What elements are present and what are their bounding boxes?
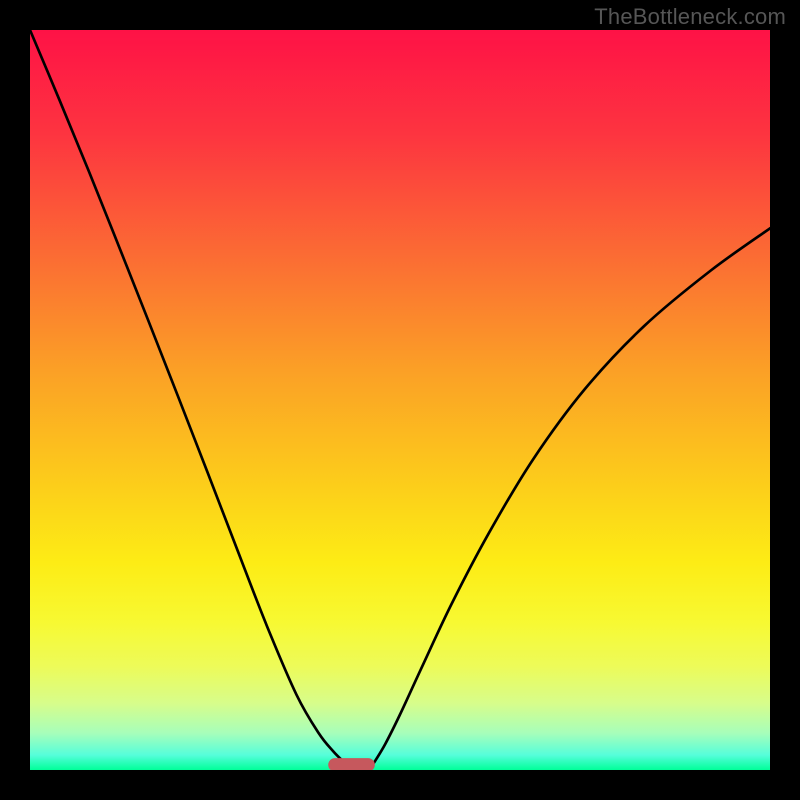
bottleneck-chart	[30, 30, 770, 770]
optimal-marker	[328, 758, 375, 770]
outer-frame: TheBottleneck.com	[0, 0, 800, 800]
gradient-background	[30, 30, 770, 770]
watermark-text: TheBottleneck.com	[594, 4, 786, 30]
plot-area	[30, 30, 770, 770]
